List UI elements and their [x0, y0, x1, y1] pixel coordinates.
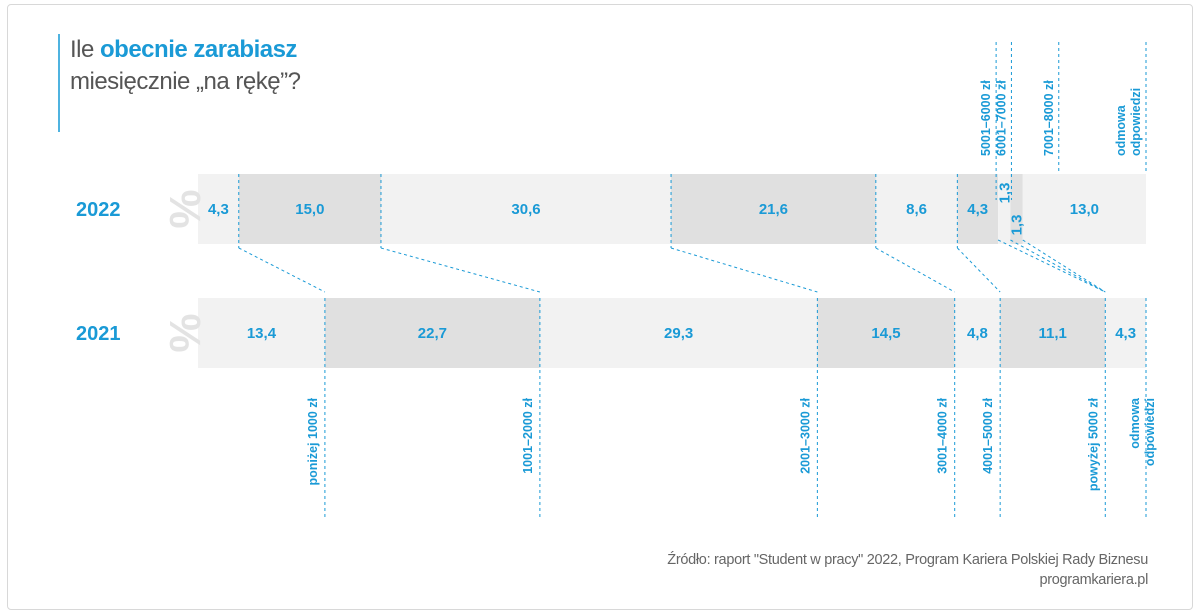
title-accent-bar	[58, 34, 60, 132]
category-label-top-4-line-1: odmowa	[1114, 104, 1128, 156]
value-label-2021-6: 11,1	[1039, 325, 1067, 342]
connector-fan-6	[997, 239, 1106, 293]
connector-lines	[238, 42, 1147, 518]
bar-segment-2021-6	[1000, 298, 1106, 368]
value-label-2021-7: 4,3	[1115, 325, 1136, 342]
category-label-top-1: 5001–6000 zł	[979, 80, 993, 156]
bar-segment-2022-9	[1022, 174, 1146, 244]
category-label-bottom-7-line-1: odmowa	[1128, 397, 1142, 449]
title-prefix: Ile	[70, 36, 101, 63]
connector-fan-8	[1022, 239, 1106, 293]
category-label-bottom-5: 4001–5000 zł	[981, 397, 995, 473]
bar-segment-2021-1	[198, 298, 325, 368]
connector-diagonal-4	[875, 247, 955, 293]
category-label-bottom-4: 3001–4000 zł	[936, 397, 950, 473]
value-label-2022-8: 1,3	[1009, 215, 1026, 236]
category-label-bottom-7-line-2: odpowiedzi	[1143, 398, 1157, 466]
year-label-2021: 2021	[76, 323, 121, 345]
bar-segment-2021-7	[1105, 298, 1146, 368]
value-label-2022-6: 4,3	[967, 201, 988, 218]
bar-segment-2021-4	[817, 298, 955, 368]
value-labels: 2022 %4,3 15,0 30,6 21,6 8,6 4,31,31,313,02021…	[76, 183, 1136, 353]
bar-segment-2022-2	[238, 174, 381, 244]
value-label-2022-5: 8,6	[906, 201, 927, 218]
bar-segment-2022-7	[998, 174, 1011, 244]
category-labels: poniżej 1000 zł 1001–2000 zł 2001–3000 zł 3…	[306, 80, 1157, 491]
bar-segment-2022-8	[1010, 174, 1023, 244]
value-label-2022-2: 15,0	[295, 201, 324, 218]
category-label-bottom-1: poniżej 1000 zł	[306, 397, 320, 485]
category-label-top-3: 7001–8000 zł	[1042, 80, 1056, 156]
title-line-2: miesięcznie „na rękę”?	[70, 68, 301, 95]
category-label-top-2: 6001–7000 zł	[994, 80, 1008, 156]
chart-title: Ile obecnie zarabiasz miesięcznie „na rę…	[70, 34, 301, 98]
value-label-2021-3: 29,3	[664, 325, 693, 342]
category-label-top-4-line-2: odpowiedzi	[1129, 88, 1143, 156]
category-label-bottom-2: 1001–2000 zł	[521, 397, 535, 473]
bar-segment-2021-5	[954, 298, 1001, 368]
value-label-2022-9: 13,0	[1070, 201, 1099, 218]
value-label-2022-1: 4,3	[208, 201, 229, 218]
value-label-2021-2: 22,7	[418, 325, 447, 342]
connector-diagonal-2	[380, 247, 541, 293]
value-label-2022-3: 30,6	[511, 201, 540, 218]
category-label-bottom-6: powyżej 5000 zł	[1086, 397, 1100, 491]
bar-segment-2021-2	[324, 298, 540, 368]
title-line-1: Ile obecnie zarabiasz	[70, 34, 300, 66]
title-strong: obecnie zarabiasz	[100, 36, 297, 63]
percent-sign-2021: %	[161, 313, 210, 352]
category-label-bottom-3: 2001–3000 zł	[798, 397, 812, 473]
bar-segment-2022-3	[380, 174, 672, 244]
bar-segment-2021-3	[539, 298, 818, 368]
bar-segments	[198, 174, 1146, 368]
value-label-2021-1: 13,4	[247, 325, 277, 342]
bar-segment-2022-6	[957, 174, 999, 244]
percent-sign-2022: %	[161, 189, 210, 228]
source-url: programkariera.pl	[1039, 572, 1148, 588]
value-label-2021-5: 4,8	[967, 325, 988, 342]
source-line: Źródło: raport "Student w pracy" 2022, P…	[667, 552, 1148, 568]
connector-diagonal-1	[238, 247, 326, 293]
connector-fan-7	[1010, 239, 1106, 293]
connector-diagonal-5	[956, 247, 1001, 293]
value-label-2022-4: 21,6	[759, 201, 788, 218]
value-label-2022-7: 1,3	[996, 183, 1013, 204]
source-note: Źródło: raport "Student w pracy" 2022, P…	[667, 550, 1148, 590]
bar-segment-2022-4	[671, 174, 876, 244]
value-label-2021-4: 14,5	[871, 325, 900, 342]
connector-diagonal-3	[670, 247, 818, 293]
year-label-2022: 2022	[76, 199, 121, 221]
bar-segment-2022-5	[875, 174, 958, 244]
bar-segment-2022-1	[198, 174, 239, 244]
